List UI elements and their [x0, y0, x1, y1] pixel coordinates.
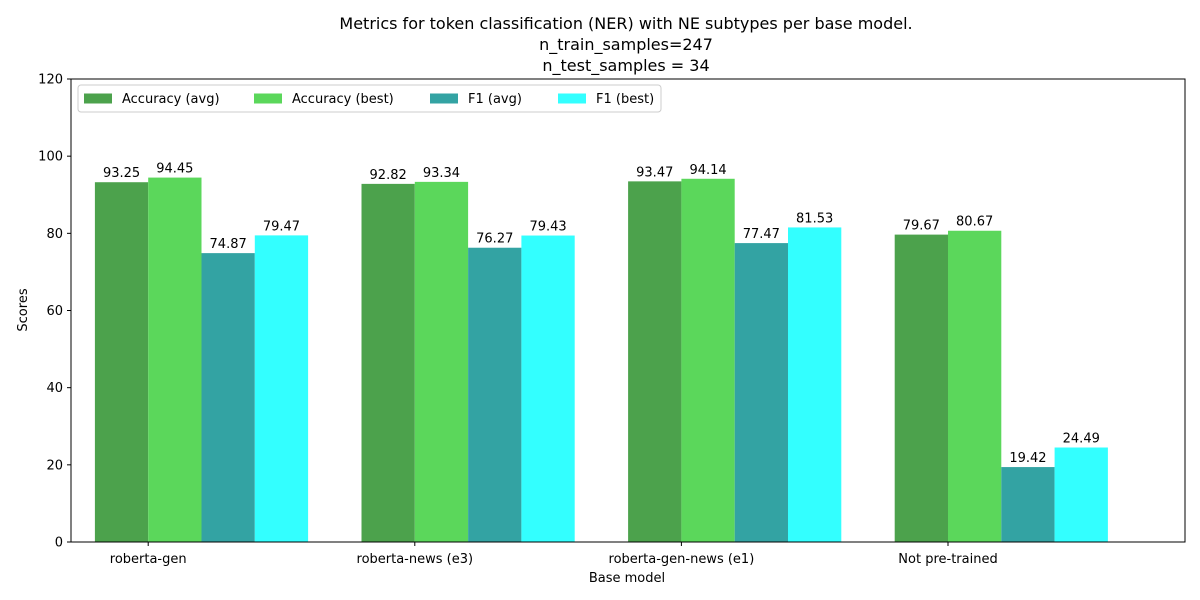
y-tick-label: 60: [46, 304, 63, 319]
bar-value-label: 79.67: [903, 219, 940, 234]
legend-label: F1 (avg): [468, 92, 522, 107]
bar-value-label: 76.27: [476, 232, 513, 247]
bar: [521, 235, 575, 542]
bar-value-labels: 93.25 94.45 74.87 79.47 92.82 93.34 76.27 79.43…: [103, 162, 1100, 466]
bar: [948, 230, 1002, 543]
legend-label: F1 (best): [596, 92, 654, 107]
legend-label: Accuracy (avg): [122, 92, 220, 107]
bar-value-label: 93.34: [423, 166, 460, 181]
legend-swatch: [558, 93, 586, 104]
x-tick-label: roberta-news (e3): [357, 552, 474, 567]
y-axis-label: Scores: [16, 288, 31, 331]
bar-value-label: 24.49: [1063, 432, 1100, 447]
bar-value-label: 80.67: [956, 215, 993, 230]
x-tick-label: Not pre-trained: [898, 552, 997, 567]
bar-value-label: 92.82: [370, 168, 407, 183]
bar-value-label: 79.47: [263, 219, 300, 234]
bar: [201, 253, 255, 542]
x-tick-label: roberta-gen: [110, 552, 187, 567]
bar-value-label: 19.42: [1009, 451, 1046, 466]
y-tick-label: 120: [38, 73, 63, 88]
x-axis: roberta-gen roberta-news (e3) roberta-gen-…: [110, 542, 998, 567]
legend-swatch: [254, 93, 282, 104]
bar-value-label: 93.47: [636, 165, 673, 180]
legend-swatch: [84, 93, 112, 104]
bar: [1054, 447, 1108, 542]
x-axis-label: Base model: [589, 571, 665, 586]
y-tick-label: 20: [46, 458, 63, 473]
bar: [468, 247, 522, 542]
legend-frame: [77, 84, 662, 113]
x-tick-label: roberta-gen-news (e1): [609, 552, 755, 567]
bar: [1001, 467, 1055, 542]
bar: [414, 181, 469, 542]
bar-value-label: 94.14: [689, 163, 726, 178]
bar-value-label: 94.45: [156, 162, 193, 177]
chart-title-line-1: Metrics for token classification (NER) w…: [339, 14, 912, 33]
y-axis: 0 20 40 60 80 100 120: [38, 73, 71, 551]
bar: [894, 234, 948, 543]
bar: [788, 227, 842, 542]
bar: [681, 178, 735, 543]
y-tick-label: 0: [55, 536, 63, 551]
y-tick-label: 80: [46, 227, 63, 242]
bar: [734, 243, 788, 542]
y-tick-label: 100: [38, 150, 63, 165]
bar: [361, 183, 415, 542]
bar: [628, 181, 682, 543]
chart-title-line-3: n_test_samples = 34: [542, 56, 709, 76]
bar-value-label: 79.43: [529, 220, 566, 235]
bar-group: [94, 177, 1108, 543]
legend-swatch: [430, 93, 458, 104]
legend: Accuracy (avg) Accuracy (best) F1 (avg) F1 …: [77, 84, 662, 113]
legend-label: Accuracy (best): [292, 92, 394, 107]
bar: [148, 177, 202, 542]
bar: [94, 182, 149, 542]
bar-value-label: 81.53: [796, 211, 833, 226]
bar-value-label: 77.47: [743, 227, 780, 242]
bar-value-label: 93.25: [103, 166, 140, 181]
bar-value-label: 74.87: [210, 237, 247, 252]
chart-title-line-2: n_train_samples=247: [539, 35, 713, 55]
chart-title: Metrics for token classification (NER) w…: [339, 14, 912, 76]
y-tick-label: 40: [46, 381, 63, 396]
plot-frame: [70, 78, 1186, 543]
bar: [254, 235, 309, 543]
